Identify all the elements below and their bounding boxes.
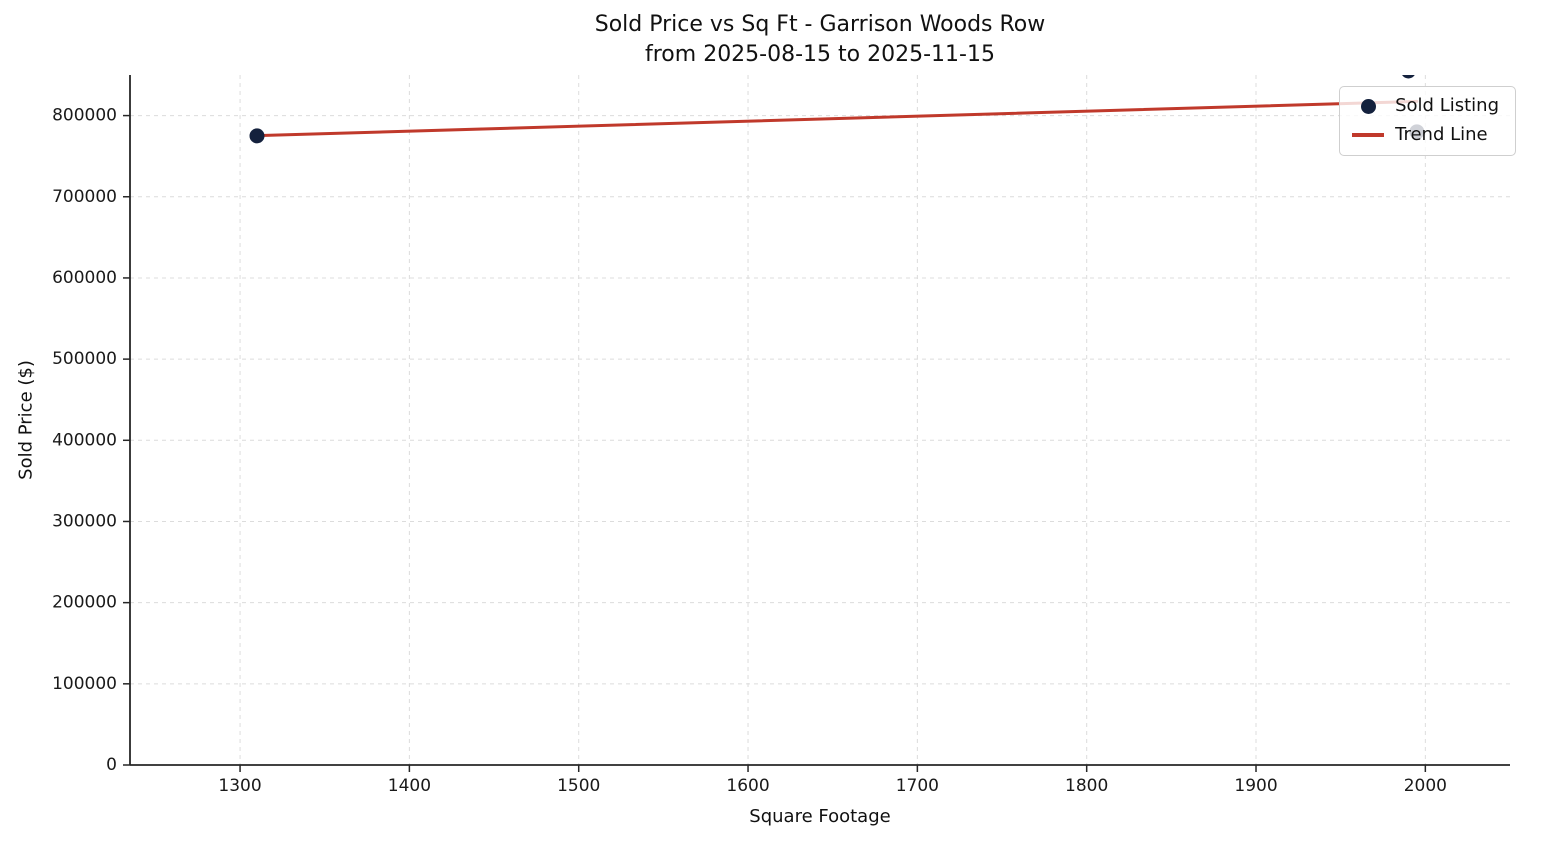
trend-line-icon	[1352, 133, 1385, 137]
x-tick-label: 2000	[1404, 776, 1447, 796]
legend-item-trend-line: Trend Line	[1352, 123, 1499, 146]
legend-label-trend-line: Trend Line	[1395, 123, 1488, 145]
y-tick-label: 200000	[52, 593, 117, 613]
x-tick-label: 1400	[388, 776, 431, 796]
x-tick-label: 1800	[1065, 776, 1108, 796]
y-tick-label: 500000	[52, 349, 117, 369]
chart-title: Sold Price vs Sq Ft - Garrison Woods Row	[594, 12, 1046, 37]
trend-line	[255, 99, 1419, 138]
chart-subtitle: from 2025-08-15 to 2025-11-15	[645, 42, 995, 67]
y-tick-label: 100000	[52, 674, 117, 694]
scatter-point	[1402, 75, 1415, 79]
x-tick-label: 1300	[218, 776, 261, 796]
legend-marker-cell	[1352, 133, 1385, 137]
sold-listing-dot-icon	[1360, 98, 1376, 114]
legend: Sold Listing Trend Line	[1339, 86, 1516, 157]
y-tick-label: 600000	[52, 268, 117, 288]
y-tick-label: 700000	[52, 187, 117, 207]
legend-label-sold-listing: Sold Listing	[1395, 95, 1499, 116]
legend-item-sold-listing: Sold Listing	[1352, 95, 1499, 117]
x-tick-label: 1700	[896, 776, 939, 796]
scatter-point	[249, 128, 265, 144]
y-tick-label: 400000	[52, 430, 117, 450]
x-tick-label: 1600	[726, 776, 769, 796]
x-tick-label: 1500	[557, 776, 600, 796]
legend-marker-cell	[1352, 98, 1384, 114]
y-tick-label: 300000	[52, 511, 117, 531]
y-tick-label: 0	[106, 755, 117, 775]
y-tick-label: 800000	[52, 106, 117, 126]
x-axis-label: Square Footage	[749, 806, 891, 827]
x-tick-label: 1900	[1234, 776, 1277, 796]
